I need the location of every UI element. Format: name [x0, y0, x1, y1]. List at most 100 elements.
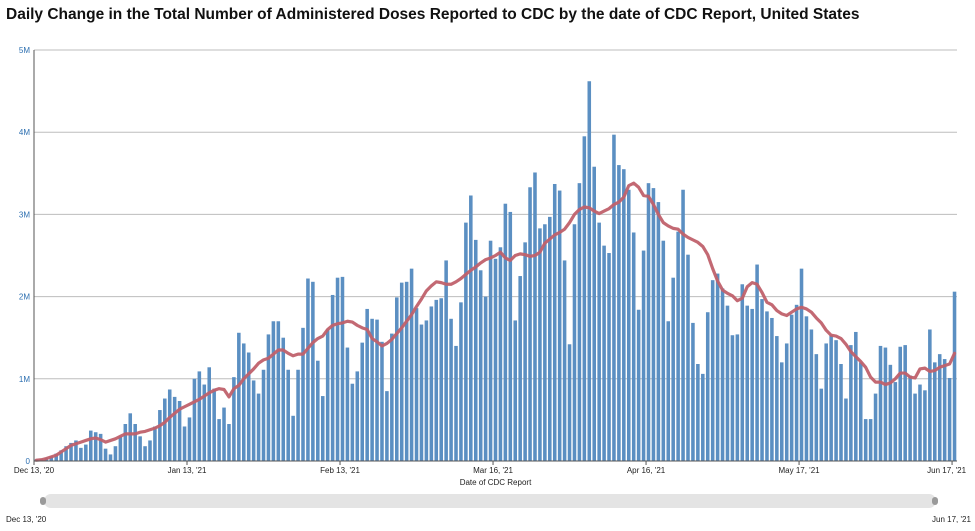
bar[interactable] [513, 320, 518, 461]
bar[interactable] [404, 281, 409, 461]
bar[interactable] [656, 202, 661, 461]
bar[interactable] [355, 371, 360, 461]
bar[interactable] [745, 305, 749, 461]
bar[interactable] [508, 211, 513, 461]
bar[interactable] [64, 446, 68, 461]
bar[interactable] [187, 417, 192, 461]
bar[interactable] [804, 316, 809, 461]
bar[interactable] [696, 364, 700, 461]
bar[interactable] [113, 446, 118, 461]
bar[interactable] [691, 322, 695, 461]
bar[interactable] [854, 331, 858, 461]
bar[interactable] [725, 305, 730, 461]
bar[interactable] [784, 343, 789, 461]
bar[interactable] [622, 169, 626, 461]
bar[interactable] [222, 407, 226, 461]
bar[interactable] [824, 343, 828, 461]
bar[interactable] [202, 384, 207, 461]
bar[interactable] [469, 195, 473, 462]
bar[interactable] [217, 419, 221, 461]
bar[interactable] [868, 419, 873, 461]
bar[interactable] [335, 277, 340, 461]
bar[interactable] [937, 354, 942, 461]
bar[interactable] [952, 291, 957, 461]
bar[interactable] [251, 380, 256, 461]
bar[interactable] [577, 183, 582, 461]
bar[interactable] [947, 377, 952, 461]
bar[interactable] [483, 296, 488, 461]
bar[interactable] [933, 362, 937, 461]
bar[interactable] [834, 340, 838, 461]
bar[interactable] [424, 320, 429, 461]
bar[interactable] [809, 329, 814, 461]
bar[interactable] [232, 377, 236, 461]
bar[interactable] [296, 369, 300, 461]
bar[interactable] [414, 308, 419, 461]
bar[interactable] [543, 224, 547, 461]
bar[interactable] [518, 276, 522, 461]
bar[interactable] [256, 393, 261, 461]
bar[interactable] [237, 332, 241, 461]
bar[interactable] [760, 299, 764, 461]
bar[interactable] [192, 378, 197, 461]
bar[interactable] [227, 424, 231, 461]
bar[interactable] [533, 172, 537, 462]
bar[interactable] [883, 347, 888, 461]
bar[interactable] [705, 312, 710, 461]
bar[interactable] [79, 447, 83, 461]
bar[interactable] [143, 446, 147, 461]
bar[interactable] [562, 260, 567, 461]
bar[interactable] [735, 334, 740, 461]
bar[interactable] [671, 277, 675, 461]
bar[interactable] [918, 384, 922, 461]
bar[interactable] [118, 436, 123, 461]
bar[interactable] [498, 247, 503, 461]
bar[interactable] [419, 324, 424, 461]
bar[interactable] [681, 189, 685, 462]
bar[interactable] [158, 410, 162, 461]
bar[interactable] [59, 450, 63, 461]
bar[interactable] [311, 281, 315, 461]
bar[interactable] [913, 393, 917, 461]
bar[interactable] [163, 398, 167, 461]
bar[interactable] [286, 369, 290, 461]
bar[interactable] [557, 190, 562, 461]
bar[interactable] [839, 364, 843, 461]
bar[interactable] [242, 343, 246, 461]
bar[interactable] [626, 189, 631, 462]
bar[interactable] [908, 375, 912, 461]
bar[interactable] [148, 440, 152, 461]
bar[interactable] [597, 222, 601, 461]
bar[interactable] [898, 346, 903, 461]
bar[interactable] [488, 240, 493, 461]
bar[interactable] [814, 354, 819, 461]
bar[interactable] [138, 436, 142, 461]
bar[interactable] [271, 321, 276, 461]
bar[interactable] [370, 318, 374, 461]
bar[interactable] [88, 430, 93, 461]
bar[interactable] [765, 311, 769, 461]
bar[interactable] [444, 260, 448, 461]
bar[interactable] [701, 373, 705, 461]
bar[interactable] [636, 309, 641, 461]
bar[interactable] [592, 166, 596, 461]
bar[interactable] [98, 433, 103, 461]
bar[interactable] [873, 393, 878, 461]
bar[interactable] [641, 250, 646, 461]
bar[interactable] [246, 352, 251, 462]
bar[interactable] [878, 345, 883, 461]
bar[interactable] [93, 432, 98, 461]
bar[interactable] [740, 284, 745, 461]
bar[interactable] [612, 134, 616, 462]
bar[interactable] [780, 362, 784, 461]
bar[interactable] [755, 264, 759, 461]
bar[interactable] [819, 388, 824, 461]
bar[interactable] [942, 359, 947, 461]
bar[interactable] [197, 371, 202, 461]
bar[interactable] [459, 302, 463, 461]
bar[interactable] [631, 232, 636, 461]
bar[interactable] [340, 276, 345, 461]
bar[interactable] [661, 240, 666, 461]
bar[interactable] [602, 245, 606, 461]
bar[interactable] [493, 258, 498, 461]
